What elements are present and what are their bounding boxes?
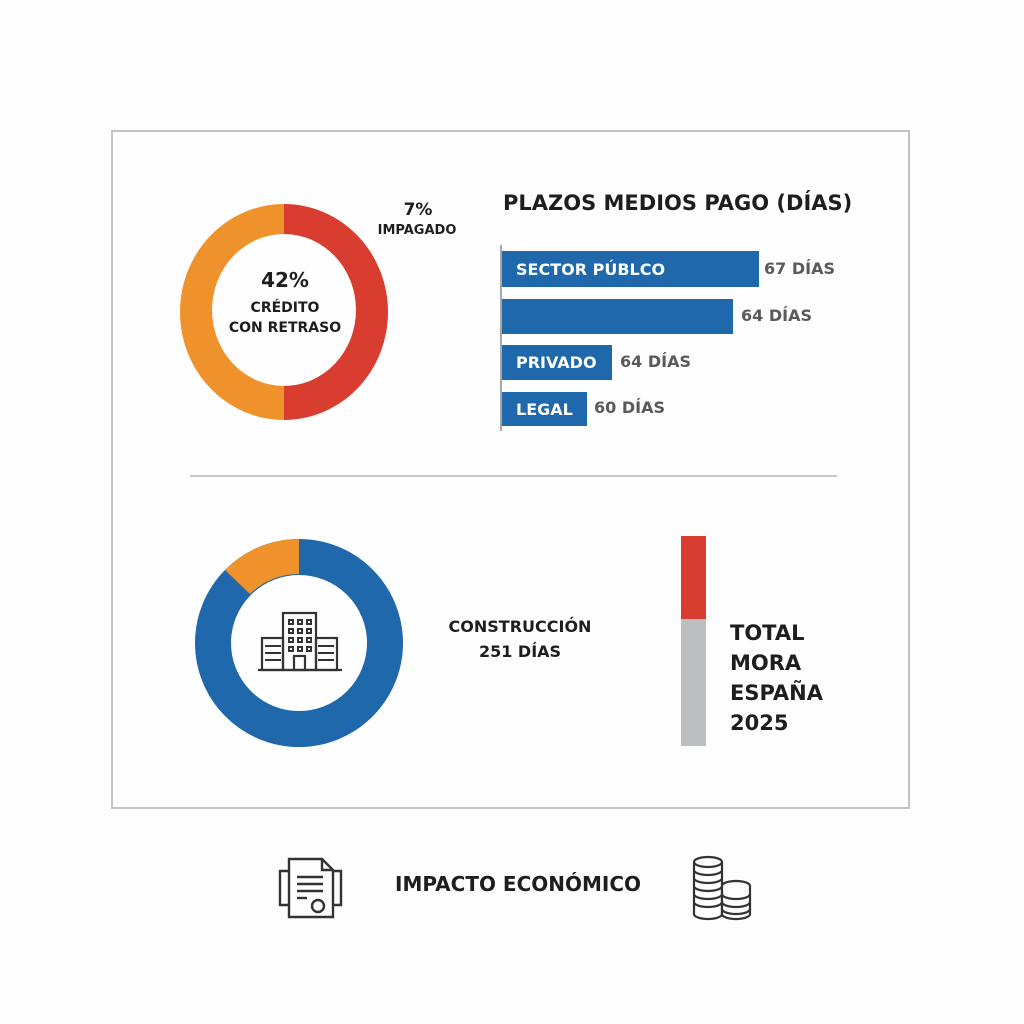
construction-line2: 251 DÍAS [478,642,562,661]
bar-label: LEGAL [516,399,573,419]
bar-privado: PRIVADO [502,345,612,380]
total-line2: MORA [730,651,802,675]
bar-value: 64 DÍAS [741,306,812,325]
total-line4: 2025 [730,711,789,735]
bar-unlabeled [502,299,733,334]
donut-center-line2: CON RETRASO [228,320,342,336]
bar-chart-title: PLAZOS MEDIOS PAGO (DÍAS) [503,191,853,215]
donut-center-line1: CRÉDITO [250,300,320,316]
bar-value: 60 DÍAS [594,398,665,417]
construction-line1: CONSTRUCCIÓN [448,617,592,636]
footer-title: IMPACTO ECONÓMICO [395,872,642,896]
bar-sector-publico: SECTOR PÚBLCO [502,251,759,287]
total-mora-label: TOTAL MORA ESPAÑA 2025 [730,618,823,738]
total-mora-bar-red [681,536,706,619]
construction-label: CONSTRUCCIÓN 251 DÍAS [425,614,615,664]
bar-label: SECTOR PÚBLCO [516,259,666,279]
construction-donut [195,539,403,747]
donut-center-percent: 42% [261,268,309,292]
unpaid-label: IMPAGADO [377,223,457,238]
document-certificate-icon [278,857,343,919]
unpaid-percent: 7% [403,200,433,220]
total-line1: TOTAL [730,621,805,645]
section-divider [190,475,837,477]
bar-chart-axis [500,245,502,431]
bar-label: PRIVADO [516,353,597,372]
bar-value: 67 DÍAS [764,259,835,278]
bar-legal: LEGAL [502,392,587,426]
credit-delay-donut [180,204,388,420]
building-icon [258,611,342,672]
donut-center-label: CRÉDITO CON RETRASO [200,298,370,338]
total-line3: ESPAÑA [730,681,824,705]
coins-stack-icon [692,855,752,921]
bar-value: 64 DÍAS [620,352,691,371]
total-mora-bar-gray [681,619,706,746]
